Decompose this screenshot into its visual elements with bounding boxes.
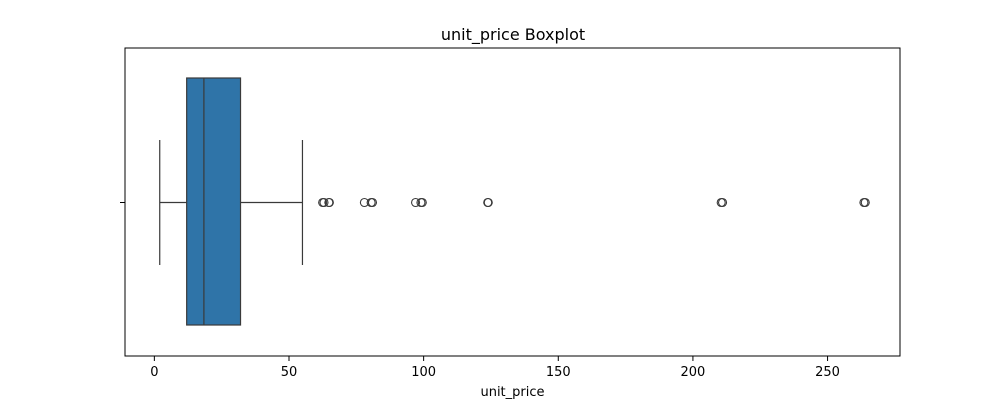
x-tick-label: 250 bbox=[815, 365, 840, 380]
outlier-point bbox=[411, 197, 421, 208]
x-tick-label: 50 bbox=[281, 365, 298, 380]
x-tick-label: 200 bbox=[681, 365, 706, 380]
outlier-point bbox=[324, 197, 334, 208]
chart-title: unit_price Boxplot bbox=[441, 25, 585, 45]
outlier-point bbox=[367, 197, 378, 208]
outlier-point bbox=[319, 197, 329, 208]
outlier-point bbox=[417, 197, 427, 208]
outlier-point bbox=[483, 197, 493, 208]
plot-marks bbox=[159, 77, 870, 326]
outlier-point bbox=[717, 197, 728, 208]
x-axis-ticks: 0 50 100 150 200 250 bbox=[150, 356, 840, 380]
x-tick-label: 0 bbox=[150, 365, 158, 380]
x-tick-label: 150 bbox=[546, 365, 571, 380]
x-axis-label: unit_price bbox=[480, 385, 544, 400]
box-iqr bbox=[186, 77, 242, 326]
outlier-point bbox=[860, 197, 870, 208]
x-tick-label: 100 bbox=[411, 365, 436, 380]
